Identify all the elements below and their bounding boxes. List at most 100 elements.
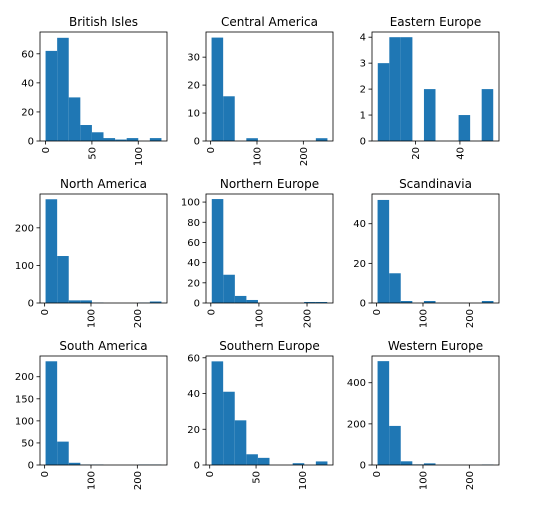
histogram-bar: [315, 301, 328, 303]
x-tick-label: 0: [205, 471, 216, 477]
x-tick-label: 100: [252, 147, 263, 166]
y-tick-label: 30: [187, 53, 200, 64]
histogram-bar: [257, 457, 270, 465]
histogram-panel: Southern Europe 0 20 40 60 0 50 100: [187, 339, 334, 490]
histogram-bar: [246, 138, 258, 141]
histogram-bar: [68, 462, 81, 465]
x-tick-label: 100: [254, 309, 265, 328]
x-tick-label: 0: [41, 147, 52, 153]
histogram-bar: [315, 461, 328, 465]
histogram-bar: [149, 138, 162, 141]
y-tick-label: 0: [360, 461, 366, 472]
x-tick-label: 100: [418, 471, 429, 490]
histogram-bar: [292, 463, 305, 465]
y-tick-label: 200: [15, 372, 34, 383]
histogram-bar: [377, 63, 390, 142]
panel-title: Scandinavia: [399, 177, 472, 191]
y-tick-label: 0: [194, 461, 200, 472]
y-tick-label: 0: [28, 299, 34, 310]
y-tick-label: 10: [187, 109, 200, 120]
y-tick-label: 40: [187, 389, 200, 400]
histogram-bar: [223, 274, 235, 303]
y-tick-label: 60: [21, 49, 34, 60]
x-tick-label: 100: [86, 471, 97, 490]
x-tick-label: 0: [40, 309, 51, 315]
y-tick-label: 50: [21, 438, 34, 449]
axes-frame: [205, 31, 334, 142]
histogram-panel: Central America 0 10 20 30 0 100 200: [187, 15, 334, 166]
x-tick-label: 200: [465, 471, 476, 490]
y-tick-label: 0: [360, 299, 366, 310]
histogram-bar: [389, 425, 401, 465]
panel-title: North America: [60, 177, 147, 191]
histogram-bar: [481, 301, 494, 303]
x-tick-label: 100: [134, 147, 145, 166]
histogram-bar: [126, 138, 139, 141]
x-tick-label: 0: [206, 147, 217, 153]
y-tick-label: 20: [187, 278, 200, 289]
y-tick-label: 20: [353, 259, 366, 270]
histogram-bar: [211, 199, 224, 303]
y-tick-label: 0: [360, 137, 366, 148]
axes-frame: [371, 31, 500, 142]
x-tick-label: 200: [303, 309, 314, 328]
axes-frame: [205, 355, 334, 466]
histogram-bar: [377, 199, 390, 303]
y-tick-label: 2: [360, 85, 366, 96]
y-tick-label: 60: [187, 238, 200, 249]
histogram-bar: [45, 50, 58, 141]
histogram-panel: South America 0 50 100 150 200 0 100 200: [15, 339, 168, 490]
histogram-bar: [211, 37, 224, 141]
histogram-panel: Scandinavia 0 20 40 0 100 200: [353, 177, 500, 328]
y-tick-label: 1: [360, 111, 366, 122]
histogram-bar: [423, 301, 436, 303]
histogram-bar: [149, 301, 162, 303]
panel-title: British Isles: [69, 15, 138, 29]
histogram-bar: [68, 97, 81, 141]
x-tick-label: 0: [206, 309, 217, 315]
axes-frame: [371, 193, 500, 304]
histogram-bar: [423, 89, 436, 141]
histogram-bar: [481, 89, 494, 141]
histogram-panel: British Isles 0 20 40 60 0 50 100: [21, 15, 168, 166]
y-tick-label: 80: [187, 218, 200, 229]
y-tick-label: 40: [21, 78, 34, 89]
histogram-bar: [389, 37, 401, 141]
y-tick-label: 0: [28, 137, 34, 148]
x-tick-label: 200: [299, 147, 310, 166]
panel-title: Eastern Europe: [390, 15, 482, 29]
histogram-bar: [57, 441, 69, 465]
histogram-bar: [377, 361, 390, 465]
histogram-bar: [234, 420, 247, 465]
x-tick-label: 200: [133, 309, 144, 328]
y-tick-label: 150: [15, 394, 34, 405]
histogram-bar: [458, 115, 471, 141]
x-tick-label: 50: [252, 471, 263, 484]
histogram-panel: Eastern Europe 0 1 2 3 4 20 40: [360, 15, 500, 160]
x-tick-label: 200: [133, 471, 144, 490]
histogram-bar: [389, 273, 401, 303]
y-tick-label: 200: [15, 223, 34, 234]
y-tick-label: 4: [360, 33, 366, 44]
panel-title: Western Europe: [388, 339, 483, 353]
y-tick-label: 200: [347, 419, 366, 430]
histogram-bar: [103, 138, 116, 141]
histogram-bar: [45, 199, 58, 303]
y-tick-label: 20: [21, 107, 34, 118]
histogram-bar: [115, 139, 127, 141]
histogram-bar: [315, 138, 328, 141]
histogram-bar: [304, 301, 316, 303]
histogram-bar: [80, 300, 92, 303]
panel-title: Central America: [221, 15, 318, 29]
histogram-bar: [223, 96, 235, 141]
histogram-bar: [423, 463, 436, 465]
histogram-panel: Western Europe 0 200 400 0 100 200: [347, 339, 500, 490]
x-tick-label: 20: [411, 147, 422, 160]
x-tick-label: 100: [418, 309, 429, 328]
axes-frame: [39, 31, 168, 142]
y-tick-label: 100: [15, 261, 34, 272]
histogram-bar: [68, 300, 81, 303]
histogram-panel: North America 0 100 200 0 100 200: [15, 177, 168, 328]
x-tick-label: 200: [465, 309, 476, 328]
